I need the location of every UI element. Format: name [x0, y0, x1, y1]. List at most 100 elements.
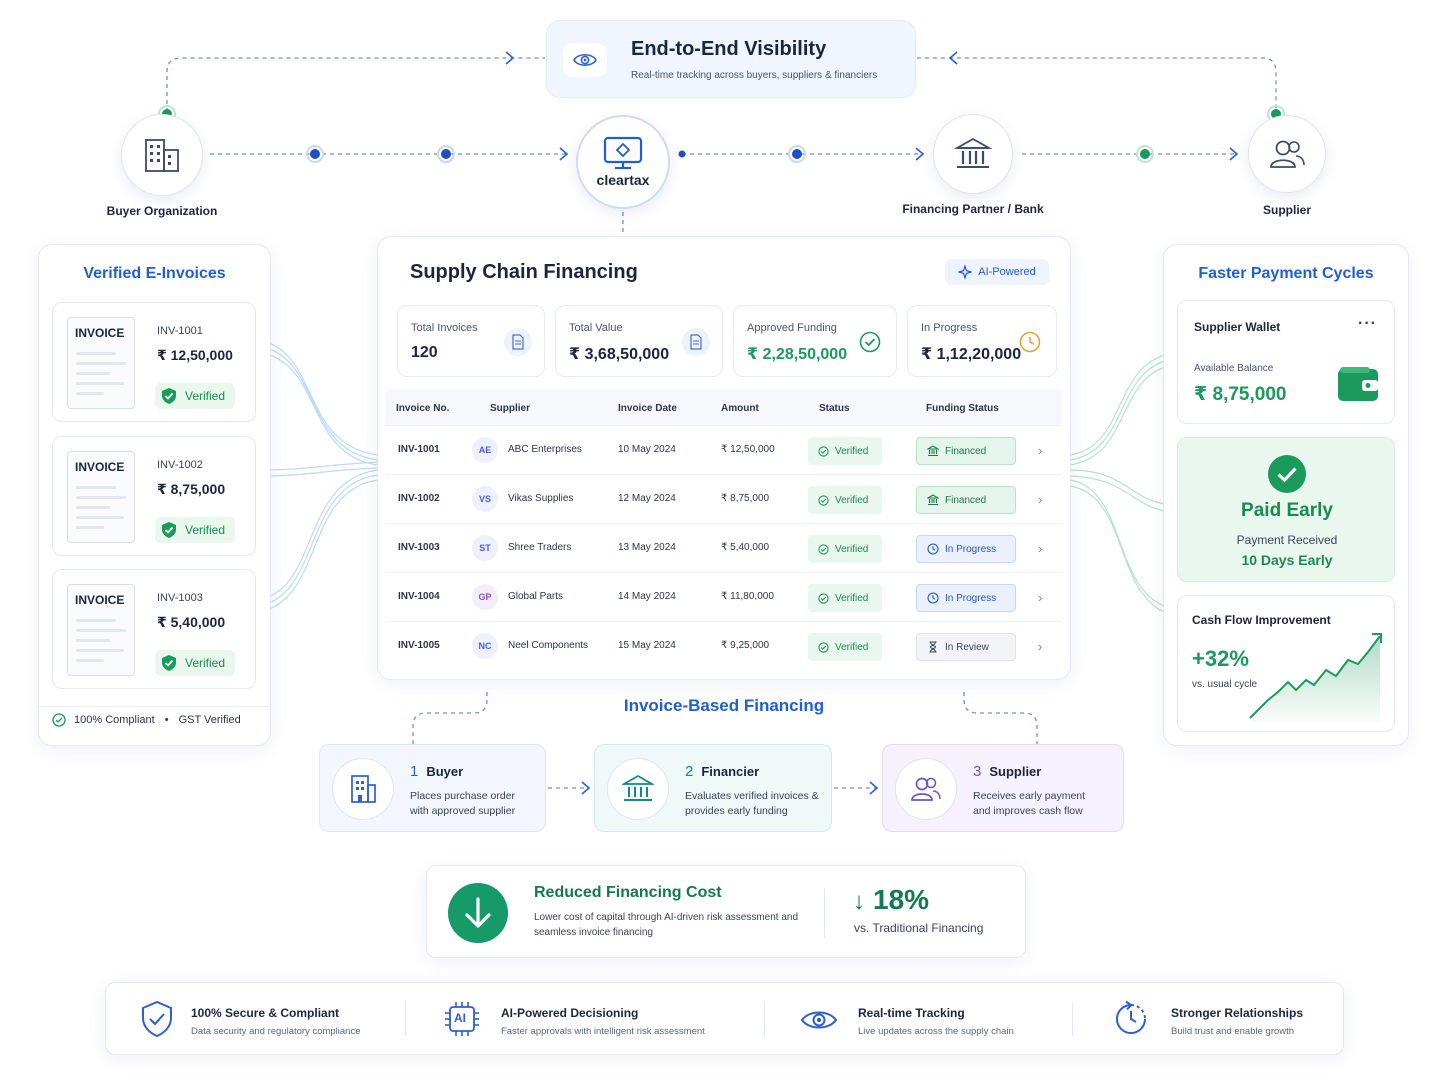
verified-badge: Verified [155, 650, 236, 676]
step-buyer[interactable]: 1 Buyer Places purchase order with approv… [319, 744, 546, 832]
supplier-avatar: GP [472, 584, 498, 610]
invoice-amount: ₹ 5,40,000 [157, 614, 226, 630]
supplier-node-label: Supplier [1262, 203, 1311, 217]
invoice-card[interactable]: INVOICE INV-1002 ₹ 8,75,000 Verified [52, 436, 256, 556]
step-description: Receives early payment and improves cash… [973, 790, 1086, 817]
col-supplier: Supplier [490, 403, 531, 414]
funding-in-progress-badge: In Progress [916, 535, 1016, 563]
stat-in-progress: In Progress ₹ 1,12,20,000 [907, 305, 1057, 377]
bank-node-label: Financing Partner / Bank [902, 202, 1044, 216]
users-icon [895, 758, 957, 820]
buyer-node-label: Buyer Organization [106, 204, 218, 218]
funding-in-review-badge: In Review [916, 633, 1016, 661]
reduction-sub: vs. Traditional Financing [854, 921, 984, 935]
hourglass-icon [929, 641, 937, 653]
status-verified-badge: Verified [808, 486, 882, 514]
cash-flow-sub: vs. usual cycle [1192, 679, 1258, 690]
reduced-cost-title: Reduced Financing Cost [534, 884, 722, 901]
arrow-down-circle-icon [448, 883, 508, 943]
wallet-icon [1338, 367, 1378, 401]
col-invoice-date: Invoice Date [618, 403, 677, 414]
check-circle-icon [856, 328, 884, 356]
table-row[interactable]: INV-1001 AE ABC Enterprises 10 May 2024 … [386, 425, 1062, 474]
step-financier[interactable]: 2 Financier Evaluates verified invoices &… [594, 744, 832, 832]
scf-panel: Supply Chain Financing AI-Powered Total … [377, 236, 1071, 680]
building-icon [332, 758, 394, 820]
feature-strip [105, 982, 1344, 1055]
ai-chip-icon: AI [444, 1001, 480, 1037]
invoice-number: INV-1002 [157, 459, 203, 471]
invoice-doc-icon: INVOICE [67, 584, 135, 676]
bank-icon [927, 445, 939, 457]
faster-title: Faster Payment Cycles [1198, 265, 1374, 282]
verified-badge: Verified [155, 383, 236, 409]
cycle-clock-icon [1116, 1000, 1146, 1034]
feature-relationships: Stronger Relationships Build trust and e… [1171, 1006, 1304, 1037]
cleartax-node[interactable]: cleartax [576, 115, 670, 209]
shield-check-icon [162, 388, 176, 404]
cleartax-logo-text: cleartax [596, 172, 650, 188]
chevron-right-icon[interactable]: › [1038, 541, 1043, 556]
einvoices-divider [39, 706, 270, 707]
eye-icon [563, 43, 607, 77]
bank-node[interactable] [933, 114, 1013, 194]
invoice-doc-icon: INVOICE [67, 451, 135, 543]
reduced-cost-divider [824, 888, 825, 938]
buyer-node[interactable] [121, 114, 203, 196]
funding-in-progress-badge: In Progress [916, 584, 1016, 612]
paid-early-sub: Payment Received [1236, 533, 1338, 547]
supplier-node[interactable] [1248, 115, 1326, 193]
check-circle-icon [1268, 455, 1306, 493]
cash-flow-card: Cash Flow Improvement +32% vs. usual cyc… [1177, 595, 1395, 732]
status-verified-badge: Verified [808, 535, 882, 563]
balance-label: Available Balance [1194, 363, 1274, 374]
check-circle-icon [52, 713, 66, 727]
table-row[interactable]: INV-1005 NC Neel Components 15 May 2024 … [386, 621, 1062, 670]
supplier-wallet-card[interactable]: Supplier Wallet ··· Available Balance ₹ … [1177, 300, 1395, 424]
feature-divider [405, 1002, 406, 1036]
table-header-bg [386, 389, 1062, 425]
stat-total-value: Total Value ₹ 3,68,50,000 [555, 305, 723, 377]
table-row[interactable]: INV-1004 GP Global Parts 14 May 2024 ₹ 1… [386, 572, 1062, 621]
step-title: Buyer [426, 764, 464, 779]
step-description: Places purchase order with approved supp… [410, 790, 516, 817]
invoice-amount: ₹ 8,75,000 [157, 481, 226, 497]
verified-badge: Verified [155, 517, 236, 543]
reduced-cost-desc: Lower cost of capital through AI-driven … [534, 912, 799, 938]
chevron-right-icon[interactable]: › [1038, 443, 1043, 458]
supplier-avatar: AE [472, 437, 498, 463]
feature-tracking: Real-time Tracking Live updates across t… [858, 1006, 1014, 1037]
invoice-card[interactable]: INVOICE INV-1003 ₹ 5,40,000 Verified [52, 569, 256, 689]
sparkle-icon [958, 265, 973, 279]
arrow-down-icon: ↓ [853, 888, 865, 915]
compliance-footer: 100% Compliant • GST Verified [52, 713, 241, 727]
feature-divider [1072, 1002, 1073, 1036]
chevron-right-icon[interactable]: › [1038, 639, 1043, 654]
invoice-card[interactable]: INVOICE INV-1001 ₹ 12,50,000 Verified [52, 302, 256, 422]
col-invoice-no: Invoice No. [396, 403, 450, 414]
more-menu-icon[interactable]: ··· [1358, 315, 1377, 332]
paid-early-card: Paid Early Payment Received 10 Days Earl… [1177, 437, 1395, 582]
col-amount: Amount [721, 403, 759, 414]
stat-approved-funding: Approved Funding ₹ 2,28,50,000 [733, 305, 897, 377]
feature-secure: 100% Secure & Compliant Data security an… [191, 1006, 361, 1037]
step-supplier[interactable]: 3 Supplier Receives early payment and imp… [882, 744, 1124, 832]
chevron-right-icon[interactable]: › [1038, 590, 1043, 605]
invoice-amount: ₹ 12,50,000 [157, 347, 233, 363]
table-row[interactable]: INV-1002 VS Vikas Supplies 12 May 2024 ₹… [386, 474, 1062, 523]
cash-flow-title: Cash Flow Improvement [1192, 613, 1331, 627]
users-icon [1270, 140, 1305, 168]
invoice-number: INV-1003 [157, 592, 203, 604]
balance-value: ₹ 8,75,000 [1194, 384, 1287, 405]
chevron-right-icon[interactable]: › [1038, 492, 1043, 507]
paid-early-days: 10 Days Early [1241, 552, 1333, 568]
feature-divider [764, 1002, 765, 1036]
wallet-title: Supplier Wallet [1194, 320, 1281, 334]
bank-icon [927, 494, 939, 506]
step-number: 1 [410, 763, 419, 780]
step-title: Supplier [989, 764, 1042, 779]
step-description: Evaluates verified invoices & provides e… [685, 790, 819, 817]
table-row[interactable]: INV-1003 ST Shree Traders 13 May 2024 ₹ … [386, 523, 1062, 572]
paid-early-title: Paid Early [1241, 500, 1333, 521]
funding-financed-badge: Financed [916, 437, 1016, 465]
